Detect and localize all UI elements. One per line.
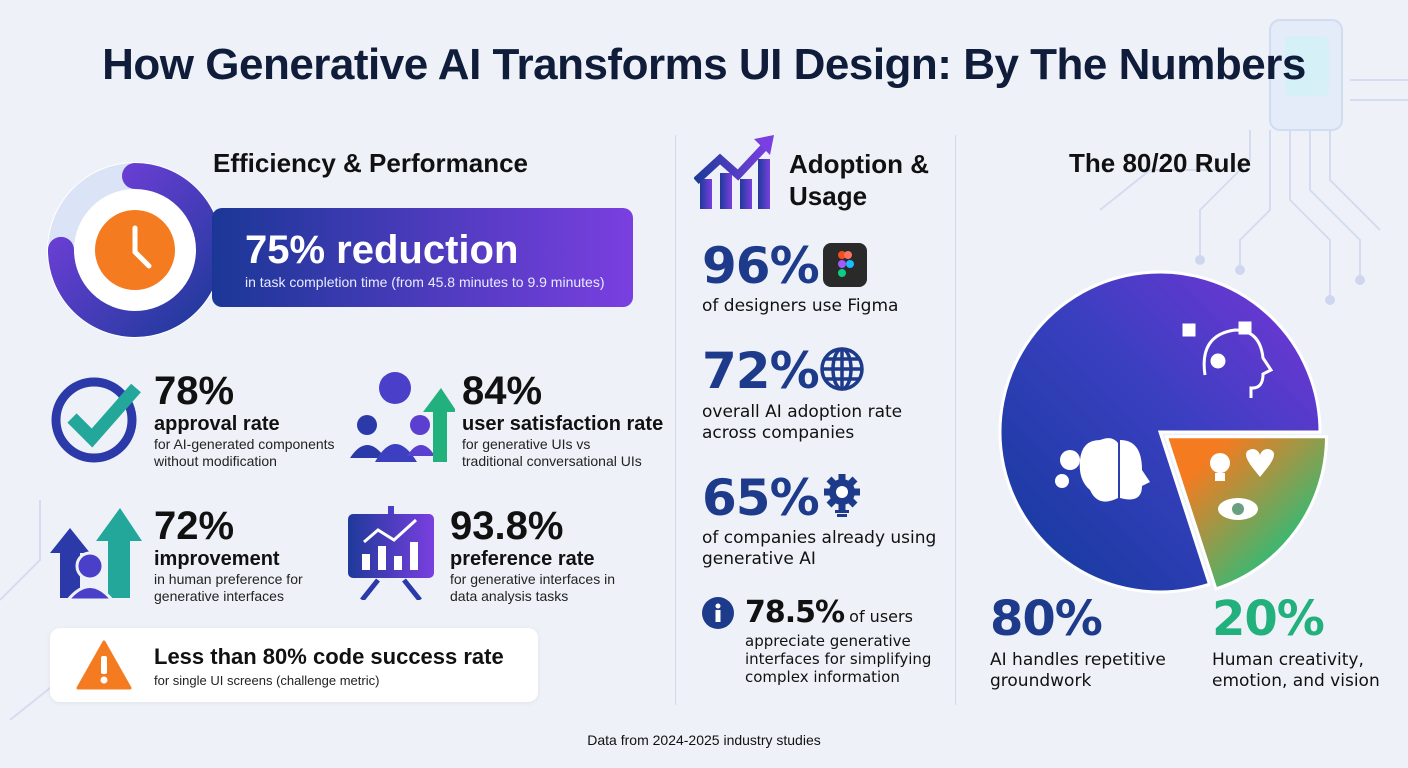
growth-chart-icon (694, 135, 774, 209)
stat-desc: data analysis tasks (450, 588, 569, 604)
clock-icon (95, 210, 175, 290)
stat-label: improvement (154, 548, 280, 570)
adoption-desc: generative AI (702, 549, 816, 569)
presentation-chart-icon (348, 506, 434, 600)
stat-desc: without modification (154, 453, 277, 469)
adoption-heading-line: Usage (789, 181, 868, 211)
pie-slice-ai (998, 270, 1322, 594)
rule-desc: emotion, and vision (1212, 671, 1380, 691)
adoption-item-genai: 65% of companies already using generativ… (702, 472, 936, 570)
globe-icon (820, 347, 864, 391)
note-line: complex information (745, 668, 900, 686)
note-value: 78.5% (745, 595, 845, 630)
info-icon (702, 597, 734, 629)
rule-human: 20% Human creativity, emotion, and visio… (1212, 594, 1380, 692)
rule-heading: The 80/20 Rule (1069, 148, 1252, 178)
hero-value: 75% reduction (245, 228, 519, 272)
column-divider (955, 135, 956, 705)
hero-banner: 75% reduction in task completion time (f… (212, 208, 633, 307)
adoption-heading-line: Adoption & (789, 149, 930, 179)
stat-value: 72% (154, 504, 235, 548)
rule-desc: groundwork (990, 671, 1092, 691)
stat-approval: 78% approval rate for AI-generated compo… (154, 370, 335, 470)
adoption-value: 72% (702, 342, 820, 400)
stat-desc: traditional conversational UIs (462, 453, 642, 469)
creativity-icons (1210, 449, 1274, 520)
column-divider (675, 135, 676, 705)
person-arrows-icon (50, 508, 142, 600)
rule-ai: 80% AI handles repetitive groundwork (990, 594, 1166, 692)
note-suffix: of users (849, 607, 913, 626)
stat-value: 84% (462, 369, 543, 413)
pie-chart (998, 270, 1328, 594)
users-up-icon (350, 372, 455, 462)
adoption-value: 65% (702, 469, 820, 527)
check-circle-icon (51, 377, 141, 463)
stat-desc: for generative UIs vs (462, 436, 591, 452)
rule-desc: Human creativity, (1212, 650, 1364, 670)
adoption-item-ai: 72% overall AI adoption rate across comp… (702, 345, 902, 444)
adoption-note: 78.5% of users appreciate generative int… (745, 595, 931, 686)
adoption-value: 96% (702, 237, 820, 295)
stat-desc: for AI-generated components (154, 436, 335, 452)
stat-preference: 93.8% preference rate for generative int… (450, 505, 615, 605)
progress-ring (47, 162, 223, 338)
stat-value: 93.8% (450, 504, 564, 548)
warning-icon (76, 640, 132, 690)
warning-title: Less than 80% code success rate (154, 644, 504, 669)
efficiency-heading: Efficiency & Performance (213, 148, 529, 178)
adoption-heading: Adoption & Usage (789, 148, 929, 212)
rule-desc: AI handles repetitive (990, 650, 1166, 670)
figma-icon (823, 243, 867, 287)
rule-value: 80% (990, 591, 1103, 647)
stat-improvement: 72% improvement in human preference for … (154, 505, 303, 605)
stat-desc: generative interfaces (154, 588, 284, 604)
stat-value: 78% (154, 369, 235, 413)
stat-desc: in human preference for (154, 571, 303, 587)
warning-card: Less than 80% code success rate for sing… (50, 628, 538, 702)
warning-desc: for single UI screens (challenge metric) (154, 673, 380, 688)
adoption-desc: overall AI adoption rate (702, 402, 903, 422)
note-line: interfaces for simplifying (745, 650, 932, 668)
ai-brain-gears-icon (1055, 438, 1150, 502)
gear-bulb-icon (824, 474, 860, 517)
adoption-item-figma: 96% of designers use Figma (702, 240, 898, 317)
stat-label: approval rate (154, 413, 280, 435)
adoption-desc: of companies already using (702, 528, 937, 548)
page-title: How Generative AI Transforms UI Design: … (102, 40, 1306, 89)
stat-label: user satisfaction rate (462, 413, 664, 435)
stat-desc: for generative interfaces in (450, 571, 615, 587)
note-line: appreciate generative (745, 632, 911, 650)
adoption-desc: across companies (702, 423, 855, 443)
stat-satisfaction: 84% user satisfaction rate for generativ… (462, 370, 663, 470)
rule-value: 20% (1212, 591, 1325, 647)
adoption-desc: of designers use Figma (702, 296, 899, 316)
hero-desc: in task completion time (from 45.8 minut… (245, 274, 605, 290)
stat-label: preference rate (450, 548, 595, 570)
human-mind-icon (1182, 321, 1274, 398)
footer-source: Data from 2024-2025 industry studies (587, 732, 821, 748)
